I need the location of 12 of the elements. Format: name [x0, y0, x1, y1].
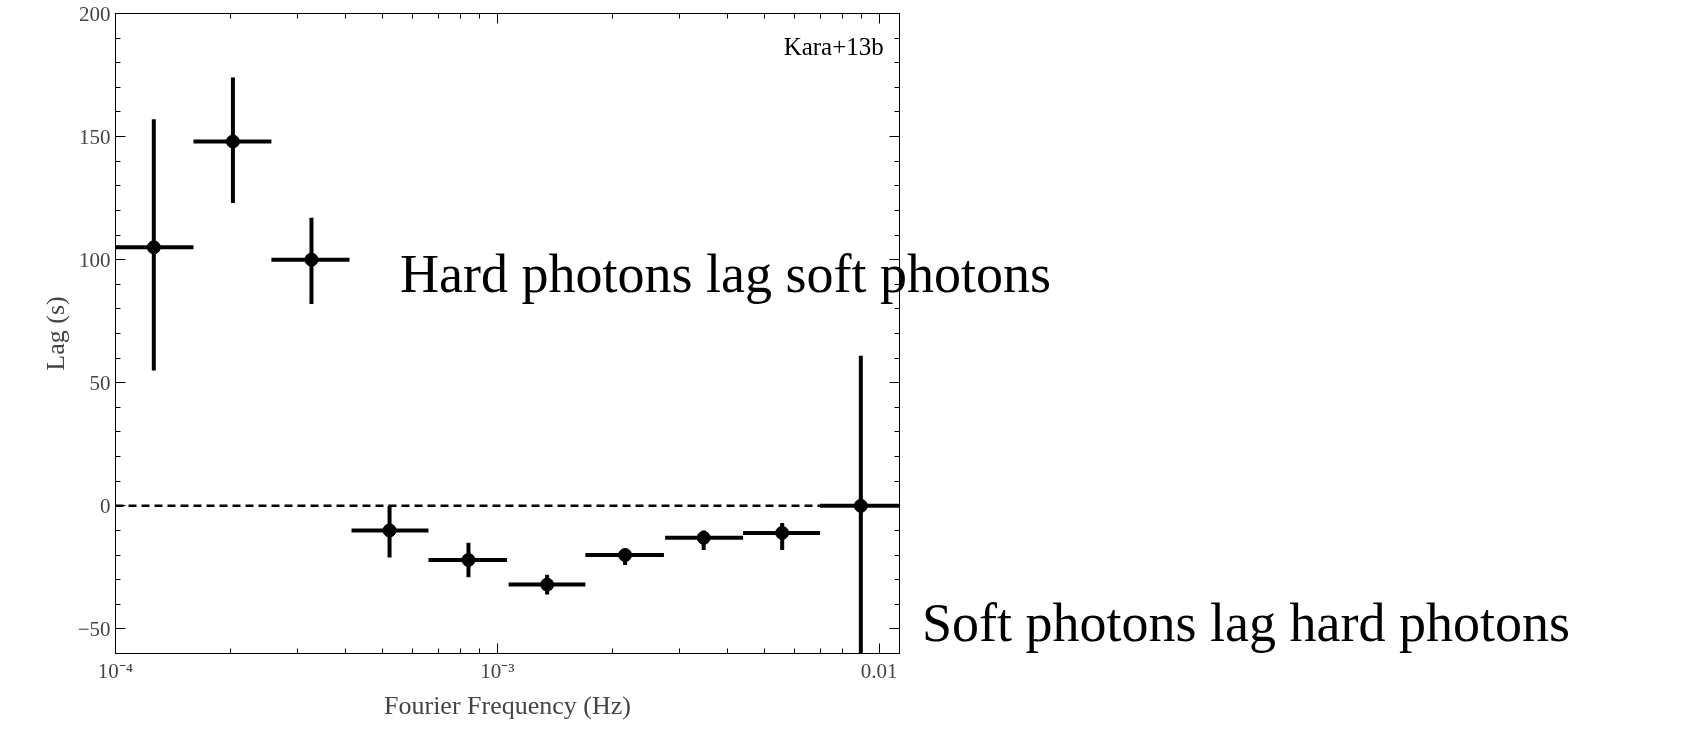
- y-tick-label: 50: [89, 370, 111, 395]
- y-tick-label: 150: [79, 124, 111, 149]
- x-tick-label: 10⁻⁴: [97, 658, 134, 683]
- x-tick-label: 10⁻³: [480, 658, 515, 683]
- y-tick-label: 200: [79, 1, 111, 26]
- x-axis-title: Fourier Frequency (Hz): [384, 690, 631, 720]
- y-tick-label: −50: [77, 616, 111, 641]
- y-axis-title: Lag (s): [40, 296, 70, 371]
- y-tick-label: 100: [79, 247, 111, 272]
- annotation: Kara+13b: [783, 32, 884, 60]
- x-tick-label: 0.01: [860, 658, 898, 683]
- y-tick-label: 0: [100, 493, 111, 518]
